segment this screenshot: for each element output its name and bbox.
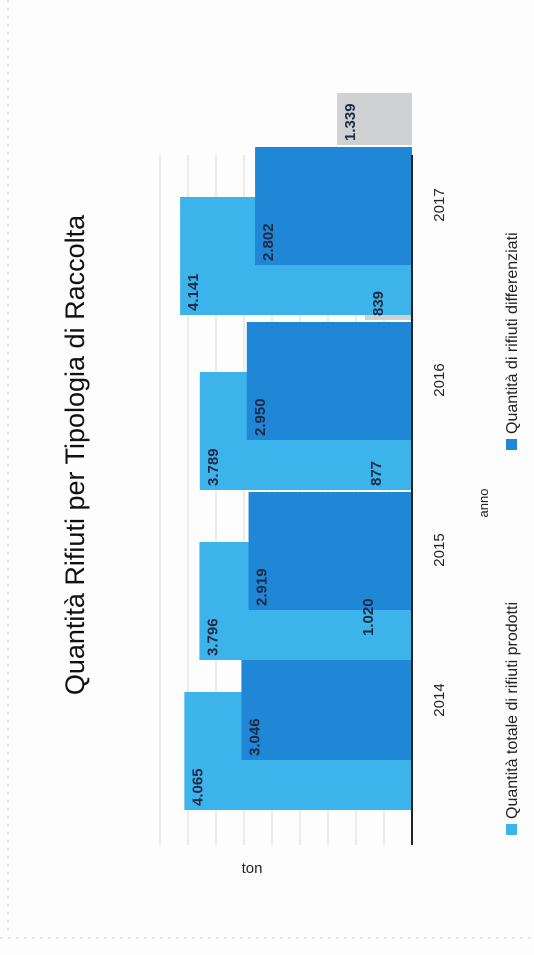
x-tick-2016: 2016 <box>431 363 448 396</box>
legend-label-differenziati: Quantità di rifiuti differenziati <box>504 232 521 434</box>
data-label-s1-2016: 2.950 <box>252 398 269 436</box>
bar-s1-2015 <box>248 492 412 610</box>
x-tick-2015: 2015 <box>431 533 448 566</box>
legend-swatch-total <box>506 824 517 835</box>
data-label-s1-2014: 3.046 <box>246 718 263 756</box>
data-label-s2-2015: 877 <box>368 461 385 486</box>
chart-area: Quantità Rifiuti per Tipologia di Raccol… <box>60 93 521 877</box>
y-axis-label: ton <box>242 860 263 877</box>
bar-s1-2014 <box>241 642 412 760</box>
x-tick-labels: 2014 2015 2016 2017 <box>431 188 448 716</box>
data-labels: 4.065 3.046 1.020 3.796 2.919 877 3.789 2.950 83… <box>185 103 387 806</box>
bars <box>180 93 413 810</box>
bar-s1-2017 <box>255 147 412 265</box>
data-label-s0-2015: 3.796 <box>204 618 221 656</box>
data-label-s2-2014: 1.020 <box>360 598 377 636</box>
data-label-s2-2016: 839 <box>370 291 387 316</box>
data-label-s0-2017: 4.141 <box>185 273 202 311</box>
data-label-s2-2017: 1.339 <box>342 103 359 141</box>
x-tick-2014: 2014 <box>431 683 448 716</box>
legend: Quantità totale di rifiuti prodotti Quan… <box>504 232 521 835</box>
chart-title: Quantità Rifiuti per Tipologia di Raccol… <box>60 214 90 695</box>
data-label-s1-2015: 2.919 <box>254 568 271 606</box>
x-tick-2017: 2017 <box>431 188 448 221</box>
legend-swatch-differenziati <box>506 439 517 450</box>
x-axis-label: anno <box>476 489 491 518</box>
bar-s1-2016 <box>246 322 412 440</box>
data-label-s1-2017: 2.802 <box>260 223 277 261</box>
bar-s2-2017 <box>337 93 412 145</box>
data-label-s0-2014: 4.065 <box>189 768 206 806</box>
legend-label-total: Quantità totale di rifiuti prodotti <box>504 602 521 819</box>
data-label-s0-2016: 3.789 <box>205 448 222 486</box>
